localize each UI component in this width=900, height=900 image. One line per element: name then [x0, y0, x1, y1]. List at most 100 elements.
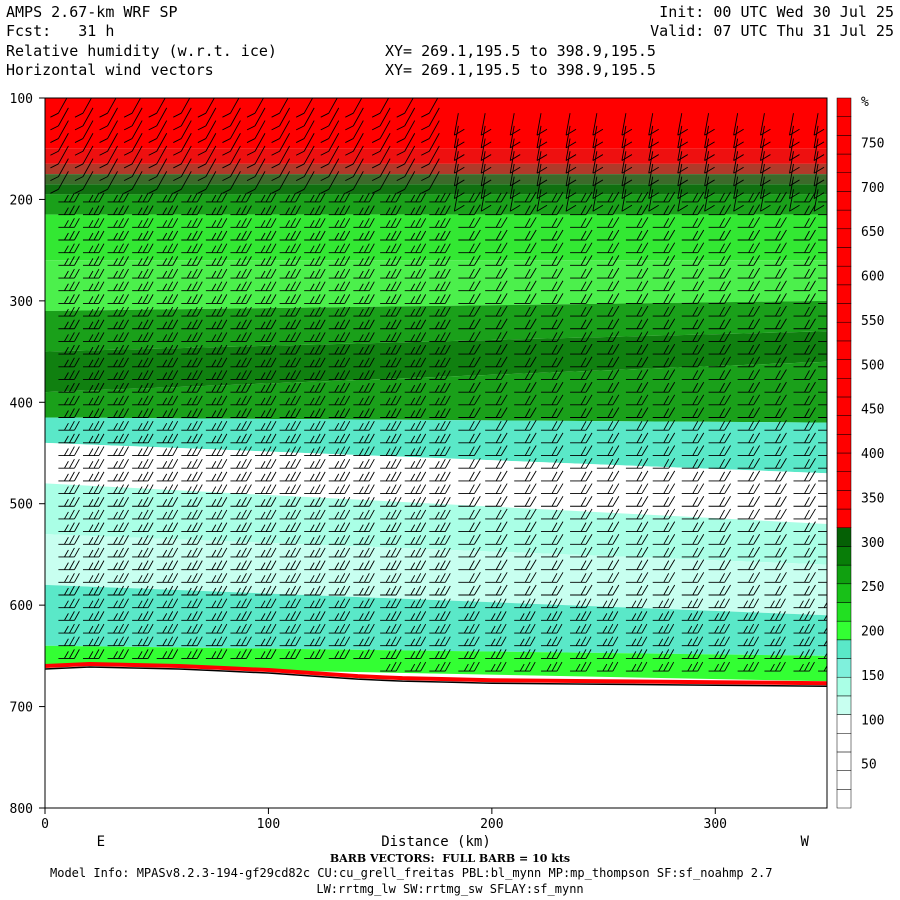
wind-barb: [652, 394, 676, 406]
wind-barb: [737, 381, 761, 393]
colorbar-label: 200: [861, 625, 884, 640]
wind-barb: [156, 484, 179, 495]
wind-barb: [295, 107, 315, 131]
wind-barb: [485, 559, 508, 571]
wind-barb: [485, 445, 508, 456]
colorbar-label: 150: [861, 669, 884, 684]
wind-barb: [708, 217, 731, 228]
wind-barb: [677, 125, 689, 149]
wind-barb: [50, 107, 69, 131]
wind-barb: [404, 420, 427, 431]
wind-barb: [681, 584, 705, 596]
wind-barb: [570, 445, 593, 456]
wind-barb: [648, 113, 659, 136]
wind-barb: [514, 343, 537, 355]
wind-barb: [205, 420, 228, 431]
wind-barb: [181, 433, 203, 444]
wind-barb: [181, 205, 203, 216]
wind-barb: [304, 344, 326, 355]
wind-barb: [230, 294, 252, 304]
wind-barb: [222, 120, 241, 143]
wind-barb: [50, 171, 69, 194]
wind-barb: [156, 370, 179, 380]
wind-barb: [353, 598, 375, 609]
wind-barb: [737, 457, 761, 469]
wind-barb: [123, 158, 143, 182]
wind-barb: [205, 256, 228, 266]
wind-barb: [107, 585, 129, 596]
colorbar-cell: [836, 695, 852, 715]
wind-barb: [107, 218, 129, 228]
wind-barb: [132, 522, 154, 533]
wind-barb: [132, 547, 154, 558]
wind-barb: [625, 280, 649, 292]
wind-barb: [764, 217, 787, 228]
wind-barb: [759, 151, 771, 174]
colorbar-cell: [836, 639, 852, 659]
wind-barb: [570, 521, 593, 533]
wind-barb: [793, 636, 815, 647]
wind-barb: [205, 281, 228, 292]
wind-barb: [380, 649, 402, 659]
wind-barb: [737, 623, 760, 634]
wind-barb: [328, 319, 351, 330]
wind-barb: [255, 547, 277, 558]
wind-barb: [652, 318, 676, 330]
wind-barb: [759, 176, 771, 199]
wind-barb: [328, 408, 351, 418]
wind-barb: [570, 381, 593, 393]
wind-barb: [789, 125, 800, 149]
wind-barb: [181, 573, 203, 583]
wind-barb: [74, 145, 94, 169]
wind-barb: [380, 560, 402, 571]
wind-barb: [58, 560, 80, 571]
colorbar-cell: [836, 508, 852, 528]
wind-barb: [764, 305, 787, 317]
wind-barb: [764, 191, 787, 203]
wind-barb: [737, 280, 761, 292]
wind-barb: [404, 433, 427, 444]
wind-barb: [404, 636, 427, 647]
wind-barb: [570, 369, 593, 380]
wind-barb: [708, 623, 730, 634]
wind-barb: [818, 455, 827, 456]
wind-barb: [328, 623, 351, 634]
wind-barb: [230, 585, 252, 596]
wind-barb: [648, 151, 659, 174]
wind-barb: [156, 256, 179, 266]
wind-barb: [818, 264, 827, 266]
wind-barb: [764, 572, 787, 583]
colorbar-cell: [836, 546, 852, 566]
wind-barb: [74, 107, 94, 131]
cross-section-endpoints-1: XY= 269.1,195.5 to 398.9,195.5: [385, 42, 656, 60]
wind-barb: [181, 230, 203, 241]
wind-barb: [404, 256, 427, 266]
cross-section-endpoints-2: XY= 269.1,195.5 to 398.9,195.5: [385, 61, 656, 79]
wind-barb: [181, 306, 203, 317]
y-tick-label: 800: [10, 802, 33, 817]
wind-barb: [565, 176, 577, 199]
wind-barb: [737, 191, 761, 203]
wind-barb: [737, 356, 761, 368]
wind-barb: [279, 649, 301, 659]
wind-barb: [255, 230, 277, 241]
colorbar-unit: %: [861, 95, 869, 110]
wind-barb: [279, 509, 301, 520]
wind-barb: [181, 649, 203, 659]
wind-barb: [625, 457, 649, 469]
wind-barb: [596, 191, 620, 203]
wind-barb: [304, 573, 326, 583]
wind-barb: [485, 572, 508, 583]
wind-barb: [58, 370, 80, 380]
wind-barb: [328, 547, 351, 558]
wind-barb: [82, 522, 105, 533]
wind-barb: [793, 496, 816, 507]
wind-barb: [570, 305, 593, 317]
wind-barb: [82, 192, 105, 203]
wind-barb: [353, 192, 375, 203]
wind-barb: [404, 230, 427, 241]
wind-barb: [652, 534, 676, 545]
wind-barb: [570, 293, 593, 304]
colorbar-label: 700: [861, 181, 884, 196]
wind-barb: [708, 445, 731, 456]
